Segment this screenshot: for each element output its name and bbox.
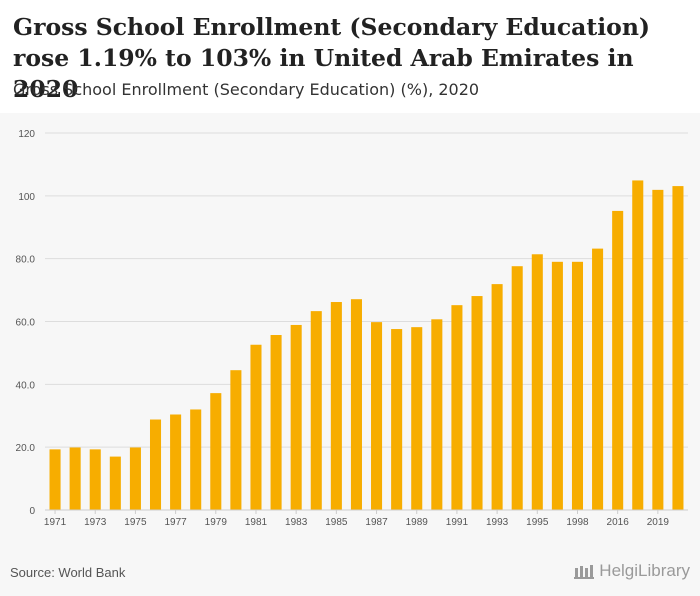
footer: Source: World Bank HelgiLibrary xyxy=(0,551,700,596)
bar xyxy=(290,324,302,510)
bar xyxy=(270,335,282,510)
library-icon xyxy=(574,565,595,579)
x-tick-label: 1975 xyxy=(124,517,147,528)
x-tick-label: 1973 xyxy=(84,517,107,528)
x-tick-label: 1993 xyxy=(486,517,509,528)
bar xyxy=(411,327,423,510)
bar xyxy=(330,302,342,510)
bar xyxy=(371,322,383,510)
y-tick-label: 60.0 xyxy=(16,318,36,329)
bar xyxy=(491,284,503,510)
bar xyxy=(431,319,443,510)
bar xyxy=(49,449,61,510)
bar xyxy=(571,261,584,510)
bar xyxy=(632,180,644,511)
x-tick-label: 1998 xyxy=(566,517,589,528)
bar-chart: 0 20.0 40.0 60.0 80.0 100 120 1971 1973 1975 1977 1… xyxy=(16,129,688,528)
bar xyxy=(612,210,624,510)
x-tick-label: 2016 xyxy=(607,517,630,528)
chart-title: Gross School Enrollment (Secondary Educa… xyxy=(13,13,651,103)
x-tick-label: 1981 xyxy=(245,517,268,528)
bar xyxy=(129,447,141,510)
bar xyxy=(451,305,463,510)
header: Gross School Enrollment (Secondary Educa… xyxy=(0,0,700,112)
x-tick-label: 1995 xyxy=(526,517,549,528)
y-tick-label: 40.0 xyxy=(16,380,36,391)
bar xyxy=(310,311,322,510)
brand-logo[interactable]: HelgiLibrary xyxy=(573,561,690,581)
x-tick-label: 1977 xyxy=(164,517,187,528)
chart-subtitle: Gross School Enrollment (Secondary Educa… xyxy=(13,80,480,99)
bar xyxy=(350,299,362,510)
bar xyxy=(250,344,262,510)
bar xyxy=(511,266,523,510)
x-tick-label: 1989 xyxy=(406,517,429,528)
bar xyxy=(170,414,182,510)
source-label: Source: World Bank xyxy=(10,565,126,580)
bar xyxy=(149,419,162,510)
bar xyxy=(210,393,222,510)
bar xyxy=(551,261,563,510)
y-tick-label: 0 xyxy=(29,506,35,517)
bar xyxy=(672,186,684,510)
bar xyxy=(230,370,242,510)
bar xyxy=(531,254,543,510)
x-tick-label: 1991 xyxy=(446,517,469,528)
x-tick-label: 1987 xyxy=(365,517,388,528)
x-tick-label: 2019 xyxy=(647,517,670,528)
bar xyxy=(592,248,604,510)
x-tick-label: 1971 xyxy=(44,517,67,528)
bar xyxy=(471,296,483,510)
bar xyxy=(652,189,664,510)
bar xyxy=(391,329,403,510)
y-tick-label: 120 xyxy=(18,129,35,140)
bar xyxy=(190,409,202,510)
y-tick-label: 80.0 xyxy=(16,255,36,266)
brand-name: HelgiLibrary xyxy=(599,561,690,580)
bar xyxy=(109,456,121,510)
x-tick-label: 1985 xyxy=(325,517,348,528)
x-tick-label: 1983 xyxy=(285,517,308,528)
bar xyxy=(89,449,101,510)
x-tick-label: 1979 xyxy=(205,517,228,528)
y-tick-label: 20.0 xyxy=(16,443,36,454)
bar xyxy=(69,447,81,510)
chart-area: 0 20.0 40.0 60.0 80.0 100 120 1971 1973 1975 1977 1… xyxy=(0,113,700,551)
y-tick-label: 100 xyxy=(18,192,35,203)
